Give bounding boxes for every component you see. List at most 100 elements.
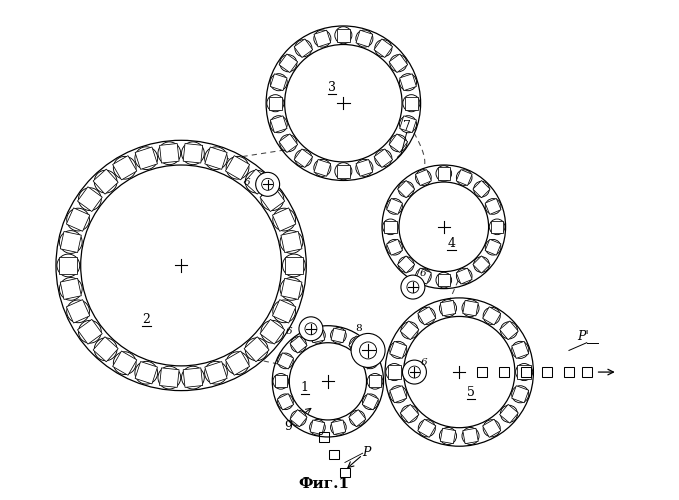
Bar — [329, 450, 339, 460]
Polygon shape — [183, 144, 202, 163]
Polygon shape — [281, 232, 302, 252]
Polygon shape — [294, 149, 313, 168]
Circle shape — [418, 420, 435, 437]
Bar — [319, 432, 329, 442]
Circle shape — [273, 208, 295, 231]
Circle shape — [483, 420, 500, 437]
Polygon shape — [356, 160, 373, 176]
Polygon shape — [400, 116, 416, 132]
Circle shape — [158, 142, 181, 165]
Circle shape — [261, 188, 284, 210]
Circle shape — [57, 254, 79, 277]
Circle shape — [282, 254, 306, 277]
Circle shape — [387, 198, 403, 214]
Circle shape — [280, 54, 297, 72]
Circle shape — [401, 322, 418, 339]
Circle shape — [280, 134, 297, 152]
Circle shape — [416, 170, 431, 186]
Circle shape — [386, 364, 403, 380]
Polygon shape — [485, 198, 501, 214]
Polygon shape — [225, 351, 250, 376]
Circle shape — [456, 170, 472, 186]
Bar — [582, 367, 591, 377]
Polygon shape — [113, 156, 137, 180]
Circle shape — [387, 240, 403, 255]
Polygon shape — [272, 208, 296, 232]
Circle shape — [204, 147, 227, 170]
Polygon shape — [93, 169, 118, 194]
Circle shape — [67, 208, 90, 231]
Circle shape — [360, 342, 377, 359]
Polygon shape — [277, 352, 293, 369]
Bar — [340, 468, 350, 477]
Polygon shape — [279, 54, 297, 72]
Polygon shape — [440, 300, 456, 316]
Bar — [499, 367, 509, 377]
Polygon shape — [374, 39, 392, 58]
Polygon shape — [349, 336, 366, 353]
Polygon shape — [279, 134, 297, 152]
Circle shape — [291, 410, 306, 426]
Polygon shape — [270, 116, 287, 132]
Circle shape — [363, 353, 378, 368]
Polygon shape — [337, 164, 350, 178]
Circle shape — [331, 328, 346, 343]
Circle shape — [270, 74, 287, 90]
Circle shape — [204, 362, 227, 384]
Circle shape — [79, 320, 101, 343]
Circle shape — [512, 386, 529, 403]
Polygon shape — [294, 39, 313, 58]
Polygon shape — [290, 336, 307, 353]
Circle shape — [60, 230, 82, 254]
Polygon shape — [405, 96, 418, 110]
Polygon shape — [374, 149, 392, 168]
Polygon shape — [440, 428, 456, 444]
Circle shape — [356, 30, 373, 47]
Polygon shape — [473, 256, 490, 273]
Circle shape — [335, 162, 352, 180]
Polygon shape — [500, 404, 518, 423]
Circle shape — [418, 308, 435, 324]
Circle shape — [439, 428, 456, 444]
Circle shape — [94, 338, 117, 360]
Polygon shape — [310, 328, 325, 342]
Circle shape — [407, 281, 419, 293]
Circle shape — [314, 30, 331, 47]
Circle shape — [181, 142, 204, 165]
Polygon shape — [418, 307, 436, 325]
Bar — [564, 367, 574, 377]
Circle shape — [483, 308, 500, 324]
Polygon shape — [483, 419, 501, 438]
Polygon shape — [205, 362, 227, 384]
Text: 7: 7 — [403, 120, 411, 133]
Polygon shape — [369, 375, 381, 388]
Circle shape — [474, 182, 490, 197]
Circle shape — [416, 268, 431, 284]
Text: 4: 4 — [447, 238, 456, 250]
Polygon shape — [386, 198, 403, 214]
Circle shape — [261, 320, 284, 343]
Polygon shape — [512, 386, 529, 403]
Polygon shape — [438, 274, 450, 286]
Polygon shape — [135, 362, 158, 384]
Circle shape — [278, 394, 293, 409]
Text: 6': 6' — [420, 268, 429, 278]
Circle shape — [295, 40, 312, 56]
Polygon shape — [388, 366, 401, 378]
Circle shape — [181, 366, 204, 389]
Polygon shape — [205, 147, 227, 170]
Circle shape — [310, 420, 325, 435]
Bar — [521, 367, 531, 377]
Circle shape — [403, 94, 420, 112]
Polygon shape — [416, 170, 431, 186]
Polygon shape — [389, 134, 407, 152]
Circle shape — [158, 366, 181, 389]
Circle shape — [256, 172, 280, 197]
Polygon shape — [349, 410, 366, 427]
Polygon shape — [400, 404, 419, 423]
Circle shape — [273, 374, 289, 389]
Circle shape — [500, 406, 517, 422]
Polygon shape — [397, 180, 415, 198]
Circle shape — [456, 268, 472, 284]
Polygon shape — [397, 256, 415, 273]
